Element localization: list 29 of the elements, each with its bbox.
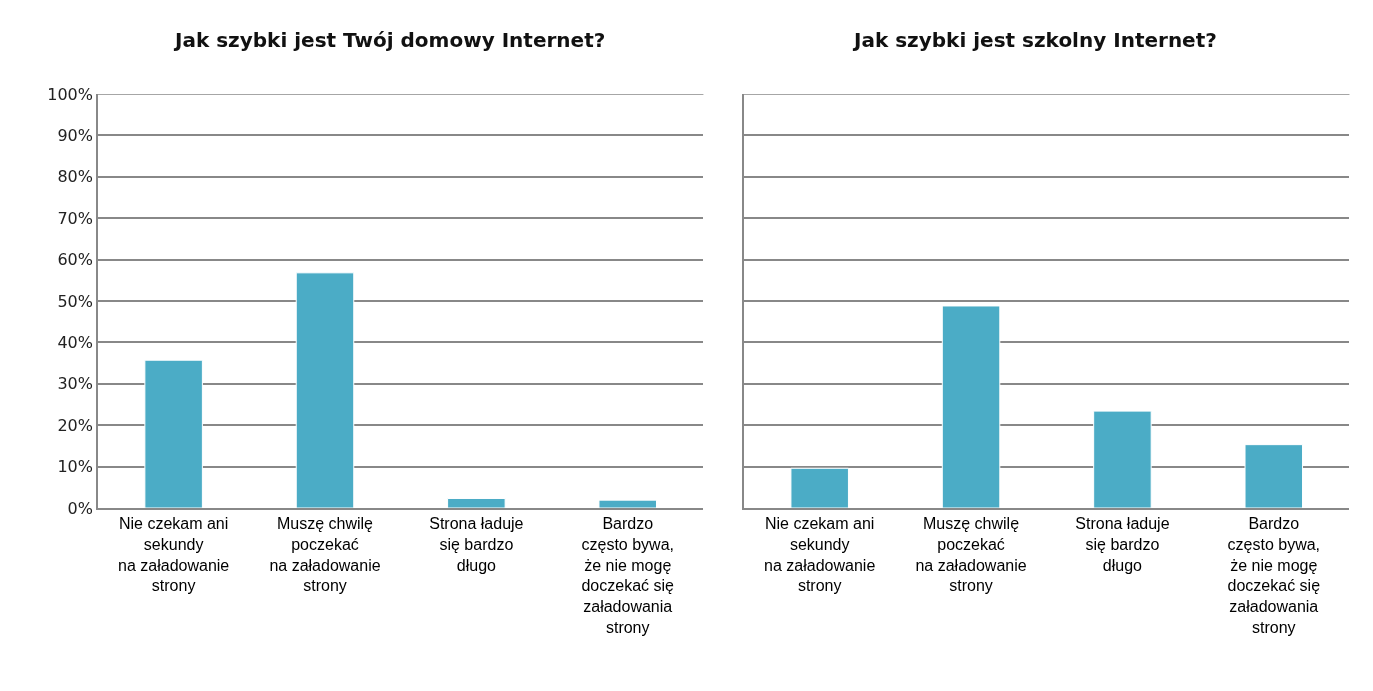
x-tick-label: Nie czekam ani sekundy na załadowanie strony xyxy=(118,514,230,595)
bar xyxy=(295,272,355,508)
bar xyxy=(144,359,203,508)
y-tick-label: 60% xyxy=(57,250,93,270)
x-tick-label: Strona ładuje się bardzo długo xyxy=(1075,514,1170,574)
bar xyxy=(1093,410,1152,508)
y-tick-label: 10% xyxy=(57,457,93,477)
chart-title: Jak szybki jest szkolny Internet? xyxy=(852,28,1217,52)
x-tick-label: Muszę chwilę poczekać na załadowanie strony xyxy=(269,514,381,595)
x-tick-label: Nie czekam ani sekundy na załadowanie strony xyxy=(764,514,876,595)
x-tick-label: Bardzo często bywa, że nie mogę doczekać się załadowania strony xyxy=(581,514,675,636)
y-tick-label: 100% xyxy=(47,84,93,104)
x-tick-label: Bardzo często bywa, że nie mogę doczekać się załadowania strony xyxy=(1227,514,1321,636)
x-tick-label: Strona ładuje się bardzo długo xyxy=(429,514,524,574)
y-tick-label: 30% xyxy=(57,374,93,394)
bar xyxy=(790,467,849,508)
y-tick-label: 70% xyxy=(57,208,93,228)
y-tick-label: 40% xyxy=(57,332,93,352)
bar xyxy=(1244,444,1304,508)
y-tick-label: 90% xyxy=(57,125,93,145)
y-tick-label: 20% xyxy=(57,415,93,435)
y-tick-label: 0% xyxy=(67,498,93,518)
bar xyxy=(941,305,1001,508)
bar xyxy=(447,497,506,508)
y-tick-label: 80% xyxy=(57,167,93,187)
chart-title: Jak szybki jest Twój domowy Internet? xyxy=(173,28,606,52)
bar xyxy=(598,499,657,508)
y-tick-label: 50% xyxy=(57,291,93,311)
x-tick-label: Muszę chwilę poczekać na załadowanie strony xyxy=(915,514,1027,595)
